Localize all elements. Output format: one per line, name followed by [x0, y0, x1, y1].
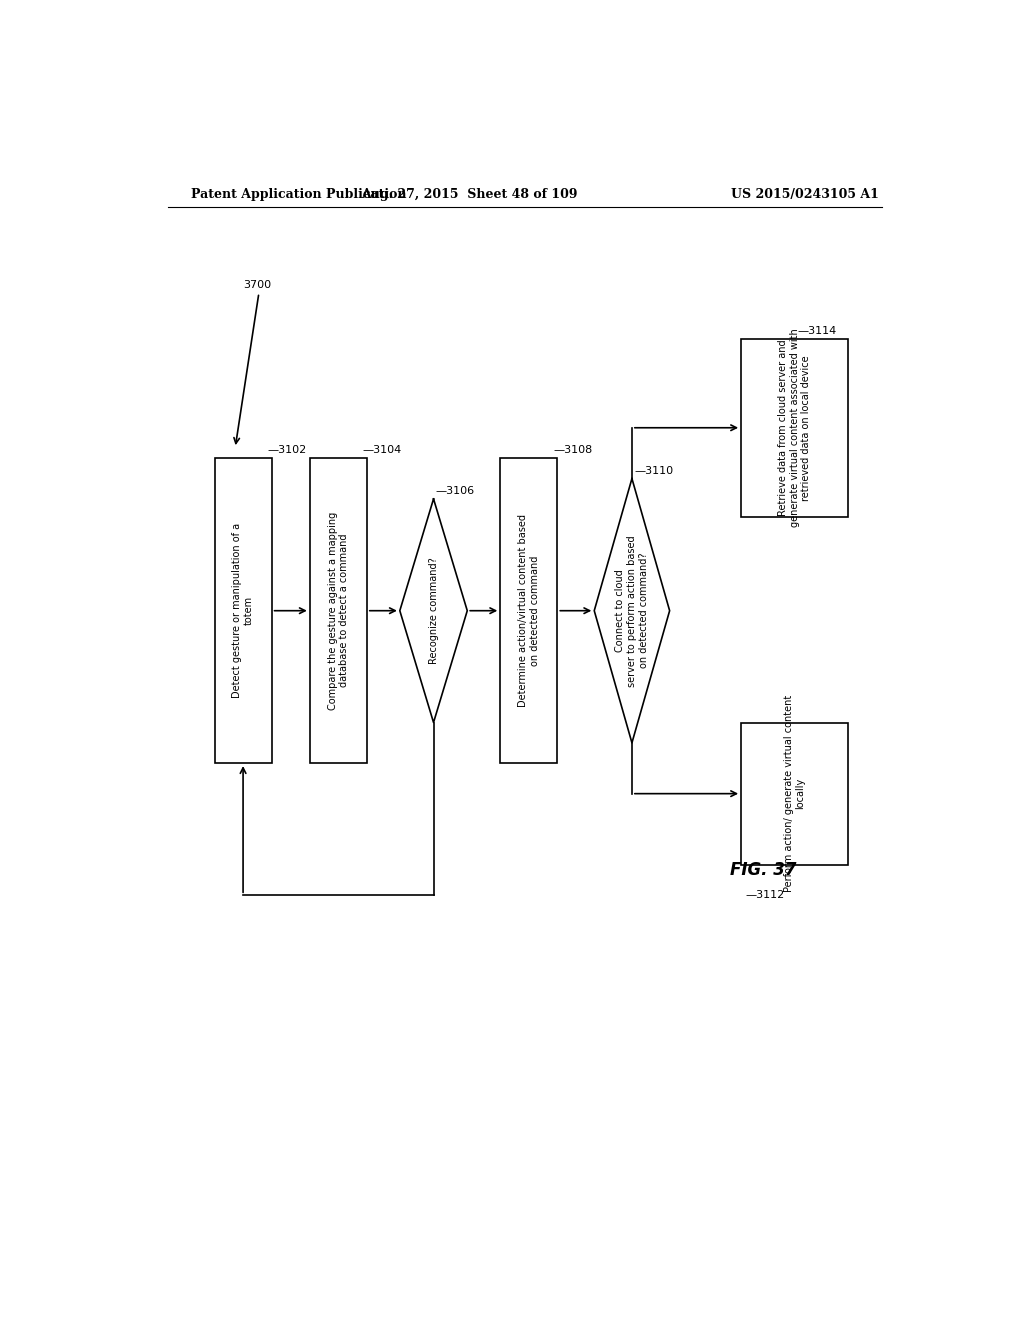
Text: —3114: —3114 [797, 326, 837, 335]
Text: 3700: 3700 [243, 280, 271, 290]
FancyBboxPatch shape [309, 458, 367, 763]
FancyBboxPatch shape [741, 339, 848, 516]
Polygon shape [594, 479, 670, 743]
Text: Aug. 27, 2015  Sheet 48 of 109: Aug. 27, 2015 Sheet 48 of 109 [361, 189, 578, 202]
Text: Compare the gesture against a mapping
database to detect a command: Compare the gesture against a mapping da… [328, 512, 349, 710]
FancyBboxPatch shape [214, 458, 271, 763]
Text: Retrieve data from cloud server and
generate virtual content associated with
ret: Retrieve data from cloud server and gene… [778, 329, 811, 527]
FancyBboxPatch shape [500, 458, 557, 763]
Text: —3102: —3102 [267, 445, 307, 455]
Text: US 2015/0243105 A1: US 2015/0243105 A1 [731, 189, 879, 202]
Text: Patent Application Publication: Patent Application Publication [191, 189, 407, 202]
Text: —3112: —3112 [745, 890, 784, 900]
Text: —3104: —3104 [362, 445, 402, 455]
Text: —3110: —3110 [634, 466, 674, 475]
Text: —3106: —3106 [436, 486, 475, 496]
FancyBboxPatch shape [741, 722, 848, 865]
Polygon shape [399, 499, 467, 722]
Text: FIG. 37: FIG. 37 [730, 861, 796, 879]
Text: Recognize command?: Recognize command? [428, 557, 438, 664]
Text: Connect to cloud
server to perform action based
on detected command?: Connect to cloud server to perform actio… [615, 535, 648, 686]
Text: —3108: —3108 [553, 445, 593, 455]
Text: Perform action/ generate virtual content
locally: Perform action/ generate virtual content… [783, 696, 806, 892]
Text: Detect gesture or manipulation of a
totem: Detect gesture or manipulation of a tote… [232, 523, 254, 698]
Text: Determine action/virtual content based
on detected command: Determine action/virtual content based o… [518, 515, 540, 708]
